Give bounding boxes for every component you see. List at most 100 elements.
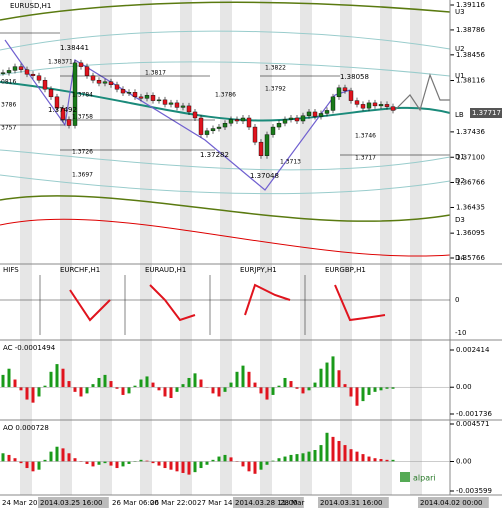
- candle: [288, 117, 294, 120]
- histogram-bar: [181, 461, 185, 473]
- histogram-bar: [331, 356, 335, 388]
- indicator-panels: 0.002414 0.00 -0.001736 0.004571 0.00 -0.0035…: [0, 346, 492, 495]
- annotation: 1.37492: [48, 106, 77, 114]
- histogram-bar: [43, 385, 47, 388]
- histogram-bar: [97, 377, 101, 388]
- histogram-bar: [133, 385, 137, 388]
- histogram-bar: [373, 458, 377, 462]
- y-tick-label: 0.002414: [456, 346, 490, 354]
- histogram-bar: [55, 446, 59, 462]
- candle: [174, 102, 180, 108]
- histogram-bar: [145, 460, 149, 462]
- candle: [192, 111, 198, 119]
- candle: [66, 119, 72, 126]
- y-tick-label: -0.001736: [456, 410, 492, 418]
- candle: [252, 126, 258, 143]
- candle: [336, 87, 342, 98]
- histogram-bar: [115, 461, 119, 469]
- candle: [300, 115, 306, 122]
- annotation: 1.38441: [60, 44, 89, 52]
- histogram-bar: [103, 374, 107, 388]
- candle: [276, 123, 282, 128]
- histogram-bar: [85, 387, 89, 394]
- histogram-bar: [337, 440, 341, 462]
- candle: [150, 95, 156, 101]
- candle: [144, 95, 150, 99]
- annotation: 1.3746: [355, 133, 376, 140]
- candle: [204, 130, 210, 135]
- candle: [360, 104, 366, 109]
- histogram-bar: [271, 460, 275, 462]
- candle: [354, 100, 360, 105]
- histogram-bar: [109, 461, 113, 466]
- histogram-bar: [145, 376, 149, 388]
- y-tick-label: 1.35766: [456, 254, 485, 262]
- last-price-box: [470, 108, 502, 118]
- histogram-bar: [1, 453, 5, 462]
- candle: [366, 102, 372, 109]
- annotation: 1.3758: [72, 114, 93, 121]
- panel-title: AC -0.0001494: [3, 344, 56, 352]
- y-tick-label: 1.39116: [456, 1, 485, 9]
- histogram-bar: [25, 387, 29, 400]
- y-tick-label: 1.38116: [456, 77, 485, 85]
- time-highlight: [318, 497, 389, 508]
- candle: [114, 84, 120, 90]
- histogram-bar: [331, 436, 335, 462]
- histogram-bar: [79, 387, 83, 397]
- candle: [84, 66, 90, 76]
- histogram-bar: [361, 387, 365, 402]
- histogram-bar: [193, 461, 197, 473]
- y-tick-label: 0.004571: [456, 420, 489, 428]
- annotation: 1.3792: [265, 86, 286, 93]
- annotation: 3757: [1, 125, 16, 132]
- histogram-bar: [313, 450, 317, 462]
- annotations: 1.38441 1.38371 1.3817 1.3822 1.38058 1.…: [1, 44, 376, 180]
- histogram-bar: [163, 461, 167, 469]
- symbol-label: EURGBP,H1: [325, 266, 366, 274]
- annotation: 1.3784: [72, 92, 93, 99]
- histogram-bar: [265, 387, 269, 400]
- histogram-bar: [115, 387, 119, 389]
- candle: [228, 119, 234, 124]
- y-tick-label: 1.38786: [456, 26, 485, 34]
- histogram-bar: [127, 461, 131, 464]
- candle: [42, 80, 48, 90]
- y-tick-label: 1.37436: [456, 128, 485, 136]
- candle: [348, 90, 354, 101]
- annotation: 1.3726: [72, 149, 93, 156]
- histogram-bar: [55, 364, 59, 388]
- candle: [318, 113, 324, 117]
- histogram-bar: [211, 387, 215, 394]
- symbol-label: EURJPY,H1: [240, 266, 277, 274]
- time-highlight: [233, 497, 304, 508]
- candle: [390, 106, 396, 111]
- histogram-bar: [367, 387, 371, 395]
- candle: [96, 80, 102, 84]
- candle: [12, 66, 18, 71]
- candle: [90, 75, 96, 81]
- annotation: 0816: [1, 79, 16, 86]
- histogram-bar: [67, 453, 71, 462]
- histogram-bar: [139, 459, 143, 462]
- histogram-bar: [61, 448, 65, 462]
- histogram-bar: [343, 445, 347, 462]
- histogram-bar: [103, 461, 107, 464]
- histogram-bar: [373, 387, 377, 392]
- histogram-bar: [73, 458, 77, 462]
- histogram-bar: [241, 365, 245, 388]
- candle: [198, 117, 204, 135]
- histogram-bar: [229, 382, 233, 388]
- logo-text: alpari: [413, 474, 436, 483]
- candle: [216, 126, 222, 129]
- annotation: 1.37282: [200, 151, 229, 159]
- y-tick-label: 0: [455, 296, 459, 304]
- candle: [108, 81, 114, 85]
- candle: [240, 117, 246, 122]
- histogram-bar: [19, 387, 23, 391]
- histogram-bar: [295, 387, 299, 389]
- candle: [54, 96, 60, 109]
- y-tick-label: 1.38456: [456, 51, 485, 59]
- candle: [120, 89, 126, 94]
